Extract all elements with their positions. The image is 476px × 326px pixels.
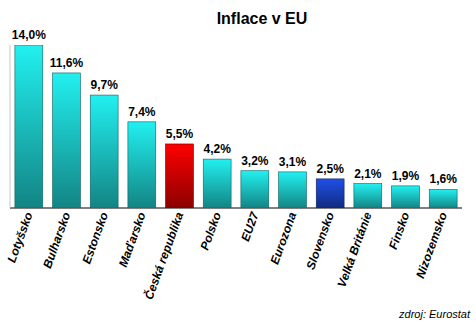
data-label: 3,1% (279, 155, 307, 169)
data-label: 2,1% (354, 167, 382, 181)
x-tick-label: EU27 (238, 209, 262, 243)
data-label: 4,2% (203, 142, 231, 156)
x-tick-label: Polsko (197, 210, 224, 252)
x-tick-label: Česká republika (141, 210, 187, 302)
bar (241, 171, 269, 208)
x-tick-label: Eurozona (267, 210, 299, 266)
data-label: 14,0% (12, 28, 46, 42)
bar (128, 122, 156, 208)
bar (203, 159, 231, 208)
bar (392, 186, 420, 208)
x-tick-label: Velká Británie (334, 210, 374, 289)
x-tick-label: Finsko (386, 210, 412, 251)
data-label: 11,6% (50, 56, 84, 70)
bar (15, 45, 43, 208)
data-label: 3,2% (241, 154, 269, 168)
data-label: 5,5% (166, 127, 194, 141)
data-label: 1,6% (429, 172, 457, 186)
data-label: 2,5% (316, 162, 344, 176)
chart: Inflace v EU 14,0% Lotyšsko 11,6% Bulharsko 9… (0, 0, 476, 326)
bar (90, 95, 118, 208)
x-tick-label: Nizozemsko (413, 210, 450, 280)
bar (166, 144, 194, 208)
bar (279, 172, 307, 208)
data-label: 7,4% (128, 105, 156, 119)
labels: 14,0% Lotyšsko 11,6% Bulharsko 9,7% Estonsko 7… (4, 28, 457, 302)
x-tick-label: Lotyšsko (4, 210, 35, 264)
data-label: 1,9% (392, 169, 420, 183)
x-tick-label: Slovensko (303, 210, 337, 271)
title: Inflace v EU (217, 10, 308, 27)
bar (429, 189, 457, 208)
bar (53, 73, 81, 208)
bar (354, 184, 382, 208)
x-tick-label: Estonsko (79, 210, 111, 266)
data-label: 9,7% (90, 78, 118, 92)
x-tick-label: Bulharsko (40, 210, 73, 270)
bars (15, 45, 457, 208)
source-note: zdroj: Eurostat (398, 308, 471, 320)
y-axis-line (10, 45, 11, 208)
bar (316, 179, 344, 208)
x-tick-label: Maďarsko (116, 210, 149, 269)
